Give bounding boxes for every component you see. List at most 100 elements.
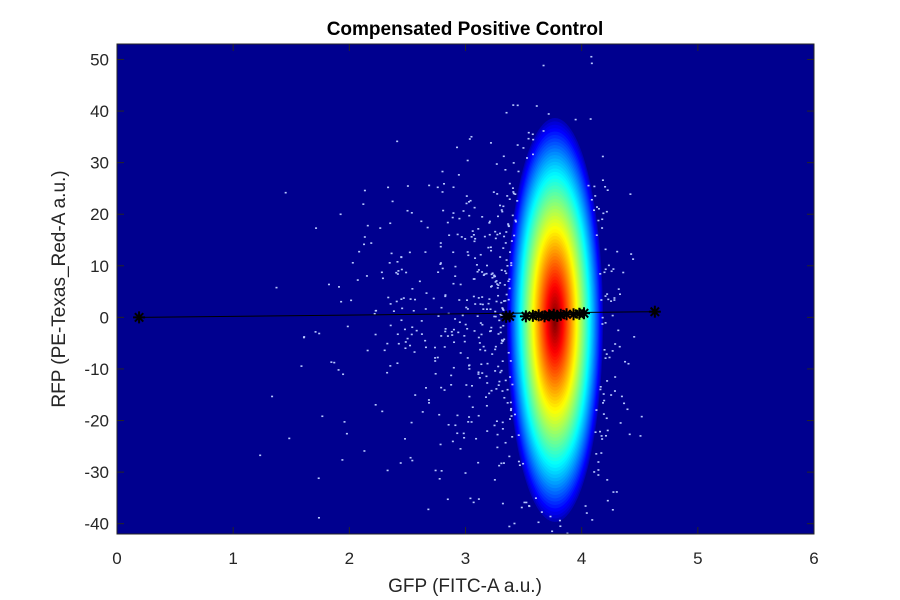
scatter-point bbox=[599, 430, 602, 433]
scatter-point bbox=[462, 210, 465, 212]
scatter-point bbox=[513, 413, 516, 416]
scatter-point bbox=[501, 421, 504, 424]
scatter-point bbox=[491, 353, 494, 355]
y-tick-label: -20 bbox=[84, 412, 109, 431]
scatter-point bbox=[343, 421, 346, 423]
scatter-point bbox=[612, 268, 615, 270]
scatter-point bbox=[613, 390, 616, 392]
scatter-point bbox=[627, 362, 630, 365]
scatter-point bbox=[466, 299, 469, 301]
scatter-point bbox=[450, 384, 453, 386]
scatter-point bbox=[387, 296, 390, 299]
scatter-point bbox=[610, 270, 613, 273]
scatter-point bbox=[495, 280, 498, 282]
scatter-point bbox=[597, 207, 600, 210]
scatter-point bbox=[468, 200, 471, 203]
scatter-point bbox=[450, 330, 453, 333]
scatter-point bbox=[456, 146, 459, 149]
scatter-point bbox=[487, 302, 490, 305]
scatter-point bbox=[558, 519, 561, 522]
scatter-point bbox=[358, 250, 361, 253]
scatter-point bbox=[512, 162, 515, 164]
scatter-point bbox=[464, 323, 467, 326]
scatter-point bbox=[492, 191, 495, 193]
scatter-point bbox=[510, 264, 513, 267]
scatter-point bbox=[496, 433, 499, 436]
x-tick-label: 2 bbox=[345, 549, 354, 568]
scatter-point bbox=[509, 251, 512, 253]
scatter-point bbox=[503, 396, 506, 399]
scatter-point bbox=[590, 62, 593, 65]
scatter-point bbox=[474, 237, 477, 240]
scatter-point bbox=[473, 278, 476, 280]
scatter-point bbox=[480, 363, 483, 366]
asterisk-marker bbox=[133, 311, 146, 324]
scatter-point bbox=[499, 282, 502, 284]
scatter-point bbox=[507, 224, 510, 227]
scatter-point bbox=[381, 277, 384, 280]
scatter-point bbox=[451, 334, 454, 336]
scatter-point bbox=[512, 104, 515, 106]
scatter-point bbox=[493, 275, 496, 278]
asterisk-marker bbox=[577, 307, 590, 320]
scatter-point bbox=[434, 469, 437, 472]
scatter-point bbox=[595, 409, 598, 411]
scatter-point bbox=[395, 300, 398, 303]
scatter-point bbox=[600, 452, 603, 454]
scatter-point bbox=[498, 380, 501, 383]
scatter-point bbox=[459, 352, 462, 354]
scatter-point bbox=[380, 271, 383, 274]
scatter-point bbox=[468, 395, 471, 398]
scatter-point bbox=[506, 402, 509, 404]
scatter-point bbox=[414, 298, 417, 301]
scatter-point bbox=[327, 283, 330, 286]
scatter-point bbox=[486, 430, 489, 432]
scatter-point bbox=[593, 185, 596, 188]
scatter-point bbox=[607, 298, 610, 301]
scatter-point bbox=[389, 222, 392, 225]
scatter-point bbox=[418, 280, 421, 283]
scatter-point bbox=[446, 335, 449, 337]
scatter-point bbox=[415, 329, 418, 332]
scatter-point bbox=[531, 133, 534, 136]
scatter-point bbox=[470, 384, 473, 387]
scatter-point bbox=[494, 230, 497, 233]
scatter-point bbox=[396, 333, 399, 336]
scatter-point bbox=[611, 314, 614, 317]
scatter-point bbox=[614, 376, 617, 378]
scatter-point bbox=[490, 389, 493, 392]
y-tick-label: 50 bbox=[90, 50, 109, 69]
scatter-point bbox=[366, 224, 369, 227]
scatter-point bbox=[488, 298, 491, 300]
scatter-point bbox=[542, 64, 545, 67]
scatter-point bbox=[543, 556, 545, 558]
scatter-point bbox=[493, 274, 496, 277]
scatter-point bbox=[321, 415, 324, 418]
scatter-point bbox=[464, 472, 467, 474]
scatter-point bbox=[602, 212, 605, 215]
scatter-point bbox=[522, 147, 525, 149]
scatter-point bbox=[594, 195, 597, 197]
scatter-point bbox=[537, 521, 540, 524]
scatter-point bbox=[483, 273, 486, 276]
scatter-point bbox=[610, 300, 613, 302]
scatter-point bbox=[602, 402, 605, 404]
scatter-point bbox=[501, 360, 504, 362]
scatter-point bbox=[387, 186, 390, 189]
scatter-point bbox=[502, 309, 505, 311]
scatter-point bbox=[604, 434, 607, 437]
scatter-point bbox=[594, 431, 597, 433]
scatter-point bbox=[396, 140, 399, 143]
scatter-point bbox=[502, 205, 505, 208]
scatter-point bbox=[498, 464, 501, 467]
scatter-point bbox=[507, 223, 510, 225]
scatter-point bbox=[442, 209, 445, 212]
scatter-point bbox=[396, 273, 399, 275]
scatter-point bbox=[601, 316, 604, 319]
scatter-point bbox=[337, 369, 340, 371]
scatter-point bbox=[601, 438, 604, 440]
scatter-point bbox=[480, 333, 483, 336]
scatter-point bbox=[448, 234, 451, 237]
scatter-point bbox=[374, 333, 377, 336]
scatter-point bbox=[466, 357, 469, 359]
